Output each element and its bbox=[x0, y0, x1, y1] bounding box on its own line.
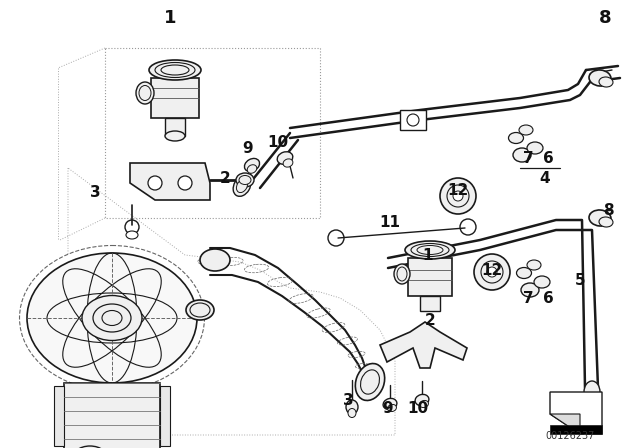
Text: 8: 8 bbox=[598, 9, 611, 27]
Ellipse shape bbox=[149, 60, 201, 80]
Ellipse shape bbox=[589, 70, 611, 86]
Ellipse shape bbox=[233, 176, 251, 196]
Circle shape bbox=[407, 114, 419, 126]
Ellipse shape bbox=[513, 148, 531, 162]
Ellipse shape bbox=[599, 77, 613, 87]
Ellipse shape bbox=[411, 244, 449, 257]
Text: 00126237: 00126237 bbox=[545, 431, 595, 441]
Ellipse shape bbox=[527, 260, 541, 270]
Ellipse shape bbox=[93, 304, 131, 332]
Text: 6: 6 bbox=[543, 151, 554, 165]
Text: 3: 3 bbox=[90, 185, 100, 199]
Ellipse shape bbox=[417, 246, 443, 254]
Ellipse shape bbox=[420, 401, 428, 408]
Ellipse shape bbox=[509, 133, 524, 143]
Ellipse shape bbox=[516, 267, 531, 279]
Circle shape bbox=[481, 261, 503, 283]
Bar bbox=[165, 118, 185, 136]
Ellipse shape bbox=[355, 363, 385, 401]
Ellipse shape bbox=[161, 65, 189, 75]
Circle shape bbox=[328, 230, 344, 246]
Ellipse shape bbox=[397, 267, 407, 281]
Circle shape bbox=[487, 267, 497, 277]
Ellipse shape bbox=[521, 283, 539, 297]
Circle shape bbox=[178, 176, 192, 190]
Circle shape bbox=[453, 191, 463, 201]
Ellipse shape bbox=[236, 180, 248, 193]
Text: 12: 12 bbox=[481, 263, 502, 277]
Bar bbox=[151, 78, 199, 118]
Ellipse shape bbox=[534, 276, 550, 288]
Ellipse shape bbox=[244, 159, 260, 172]
Bar bbox=[64, 383, 160, 448]
Circle shape bbox=[148, 176, 162, 190]
Circle shape bbox=[474, 254, 510, 290]
Text: 11: 11 bbox=[380, 215, 401, 229]
Ellipse shape bbox=[239, 176, 251, 185]
Bar bbox=[160, 386, 170, 446]
Text: 8: 8 bbox=[603, 202, 613, 217]
Ellipse shape bbox=[519, 125, 533, 135]
Bar bbox=[420, 296, 440, 311]
Ellipse shape bbox=[394, 264, 410, 284]
Bar bbox=[408, 258, 452, 296]
Text: 1: 1 bbox=[423, 247, 433, 263]
Bar bbox=[550, 425, 602, 434]
Ellipse shape bbox=[589, 210, 611, 226]
Text: 7: 7 bbox=[523, 290, 533, 306]
Ellipse shape bbox=[102, 310, 122, 326]
Ellipse shape bbox=[126, 231, 138, 239]
Polygon shape bbox=[380, 322, 467, 368]
Text: 12: 12 bbox=[447, 182, 468, 198]
Text: 1: 1 bbox=[164, 9, 176, 27]
Ellipse shape bbox=[71, 446, 109, 448]
Ellipse shape bbox=[388, 405, 396, 412]
Polygon shape bbox=[550, 414, 580, 434]
Ellipse shape bbox=[236, 173, 254, 187]
Text: 10: 10 bbox=[268, 134, 289, 150]
Ellipse shape bbox=[190, 303, 210, 317]
Text: 2: 2 bbox=[424, 313, 435, 327]
Ellipse shape bbox=[186, 300, 214, 320]
Ellipse shape bbox=[247, 165, 257, 173]
Text: 6: 6 bbox=[543, 290, 554, 306]
Ellipse shape bbox=[383, 398, 397, 409]
Ellipse shape bbox=[19, 246, 205, 391]
Ellipse shape bbox=[584, 381, 600, 403]
Polygon shape bbox=[130, 163, 210, 200]
Circle shape bbox=[460, 219, 476, 235]
Ellipse shape bbox=[405, 241, 455, 259]
Text: 4: 4 bbox=[540, 171, 550, 185]
Ellipse shape bbox=[82, 296, 142, 340]
Ellipse shape bbox=[360, 370, 380, 394]
Circle shape bbox=[440, 178, 476, 214]
Text: 10: 10 bbox=[408, 401, 429, 415]
Ellipse shape bbox=[348, 409, 356, 418]
Ellipse shape bbox=[200, 249, 230, 271]
Ellipse shape bbox=[599, 217, 613, 227]
Text: 7: 7 bbox=[523, 151, 533, 165]
Ellipse shape bbox=[136, 82, 154, 104]
Text: 3: 3 bbox=[342, 392, 353, 408]
Ellipse shape bbox=[346, 400, 358, 414]
Circle shape bbox=[447, 185, 469, 207]
Text: 5: 5 bbox=[575, 272, 586, 288]
Circle shape bbox=[125, 220, 139, 234]
Text: 9: 9 bbox=[383, 401, 394, 415]
Polygon shape bbox=[550, 392, 602, 434]
Ellipse shape bbox=[27, 253, 197, 383]
Ellipse shape bbox=[415, 394, 429, 405]
Bar bbox=[400, 110, 426, 130]
Ellipse shape bbox=[165, 131, 185, 141]
Text: 2: 2 bbox=[220, 171, 230, 185]
Bar bbox=[54, 386, 64, 446]
Ellipse shape bbox=[139, 86, 151, 100]
Ellipse shape bbox=[527, 142, 543, 154]
Ellipse shape bbox=[277, 152, 292, 164]
Ellipse shape bbox=[283, 159, 293, 167]
Text: 9: 9 bbox=[243, 141, 253, 155]
Ellipse shape bbox=[155, 63, 195, 78]
